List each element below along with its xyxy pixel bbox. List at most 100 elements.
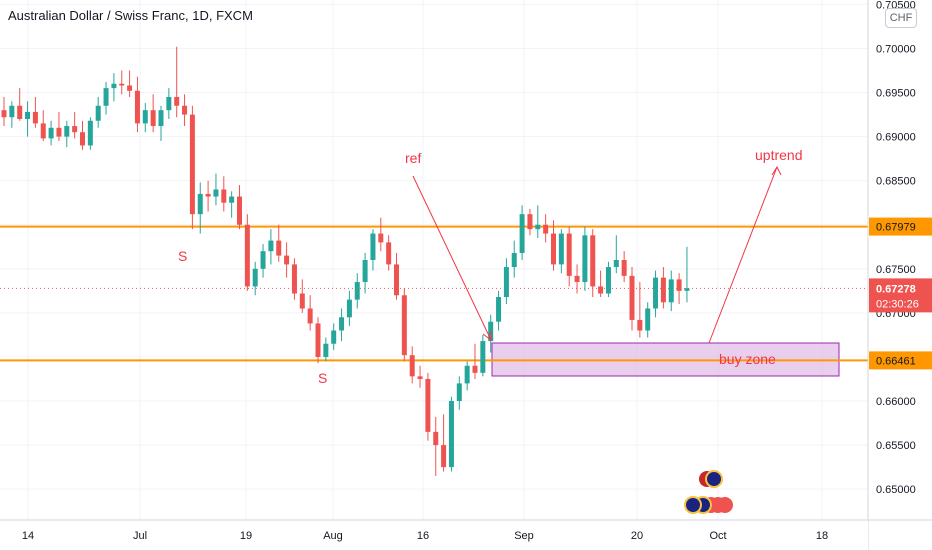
time-tick-label: 19	[240, 530, 252, 542]
level-price-label: 0.67979	[876, 222, 916, 234]
candle	[260, 244, 266, 278]
time-axis-ticks: 14 Jul 19 Aug 16 Sep 20 Oct 18	[22, 530, 828, 542]
candle	[386, 235, 392, 271]
candle	[582, 226, 588, 291]
ref-label: ref	[405, 150, 421, 166]
candle	[64, 120, 70, 148]
candle	[284, 242, 290, 278]
uptrend-arrow[interactable]	[708, 165, 782, 344]
candle	[252, 261, 258, 296]
price-tick-label: 0.69000	[876, 132, 916, 144]
price-tick-label: 0.67500	[876, 264, 916, 276]
candle	[441, 414, 447, 472]
time-axis[interactable]	[0, 520, 868, 550]
candle	[56, 111, 62, 142]
candle	[323, 337, 329, 362]
candle	[511, 240, 517, 278]
candle	[637, 282, 643, 338]
candle	[621, 251, 627, 283]
countdown-label: 02:30:26	[876, 298, 919, 310]
candle	[166, 88, 172, 119]
level-price-tag	[869, 351, 932, 370]
candlesticks	[1, 46, 690, 476]
candle	[574, 264, 580, 294]
candle	[237, 185, 242, 230]
candle	[229, 191, 235, 218]
time-tick-label: 14	[22, 530, 34, 542]
candle	[598, 270, 604, 298]
price-tick-label: 0.70000	[876, 43, 916, 55]
price-tick-label: 0.65000	[876, 484, 916, 496]
candle	[189, 105, 195, 230]
price-tick-label: 0.68500	[876, 176, 916, 188]
candle	[291, 258, 297, 300]
time-tick-label: Sep	[514, 530, 534, 542]
candle	[174, 46, 180, 118]
ref-arrow[interactable]	[412, 175, 492, 341]
candle	[331, 323, 337, 350]
candle	[134, 76, 140, 133]
level-price-tag	[869, 217, 932, 236]
candle	[276, 224, 282, 262]
candle	[660, 267, 666, 309]
price-tags: 0.67979 0.66461 0.67278 02:30:26	[869, 217, 932, 370]
candle	[9, 101, 15, 128]
candle	[448, 396, 454, 472]
candle	[119, 70, 125, 95]
currency-button[interactable]: CHF	[885, 8, 917, 28]
candle	[339, 308, 345, 342]
candle	[150, 94, 156, 133]
candle	[72, 111, 78, 139]
candle	[527, 208, 533, 236]
candle	[158, 105, 164, 142]
candle	[629, 267, 635, 331]
candle	[433, 416, 439, 476]
candle	[1, 96, 7, 127]
candle	[17, 88, 23, 121]
candle	[370, 229, 376, 271]
time-tick-label: Aug	[323, 530, 343, 542]
candle	[111, 73, 117, 102]
candle	[32, 96, 38, 128]
last-price-tag	[869, 278, 932, 313]
candle	[543, 214, 549, 243]
candle	[590, 229, 596, 298]
candle	[268, 229, 274, 265]
price-axis[interactable]	[868, 0, 932, 520]
horizontal-levels[interactable]	[0, 225, 868, 362]
candle	[535, 205, 541, 238]
candle	[362, 252, 368, 294]
buy-zone-label: buy zone	[719, 351, 776, 367]
candle	[464, 361, 470, 391]
candle	[378, 217, 384, 252]
au-flag-icon	[705, 470, 723, 488]
time-tick-label: 16	[417, 530, 429, 542]
candle	[456, 376, 462, 410]
candle	[103, 81, 109, 115]
grid-lines	[0, 0, 868, 520]
event-flag-icons[interactable]	[684, 470, 733, 514]
candle	[566, 226, 572, 287]
candle	[394, 252, 399, 300]
candle	[551, 220, 556, 271]
time-tick-label: Oct	[709, 530, 726, 542]
candle	[645, 302, 651, 338]
candle	[496, 290, 502, 331]
candle	[605, 261, 611, 298]
swing-label-2: S	[318, 370, 327, 386]
candle	[354, 273, 360, 309]
candle	[676, 273, 682, 305]
uptrend-label: uptrend	[755, 147, 802, 163]
last-price-label: 0.67278	[876, 283, 916, 295]
au-flag-icon	[684, 496, 702, 514]
candle	[480, 334, 486, 377]
candle	[205, 180, 211, 212]
candle	[182, 94, 188, 127]
level-price-label: 0.66461	[876, 355, 916, 367]
time-tick-label: 18	[816, 530, 828, 542]
price-tick-label: 0.69500	[876, 88, 916, 100]
candle	[417, 365, 423, 388]
candle	[503, 258, 509, 305]
candle	[244, 214, 250, 291]
